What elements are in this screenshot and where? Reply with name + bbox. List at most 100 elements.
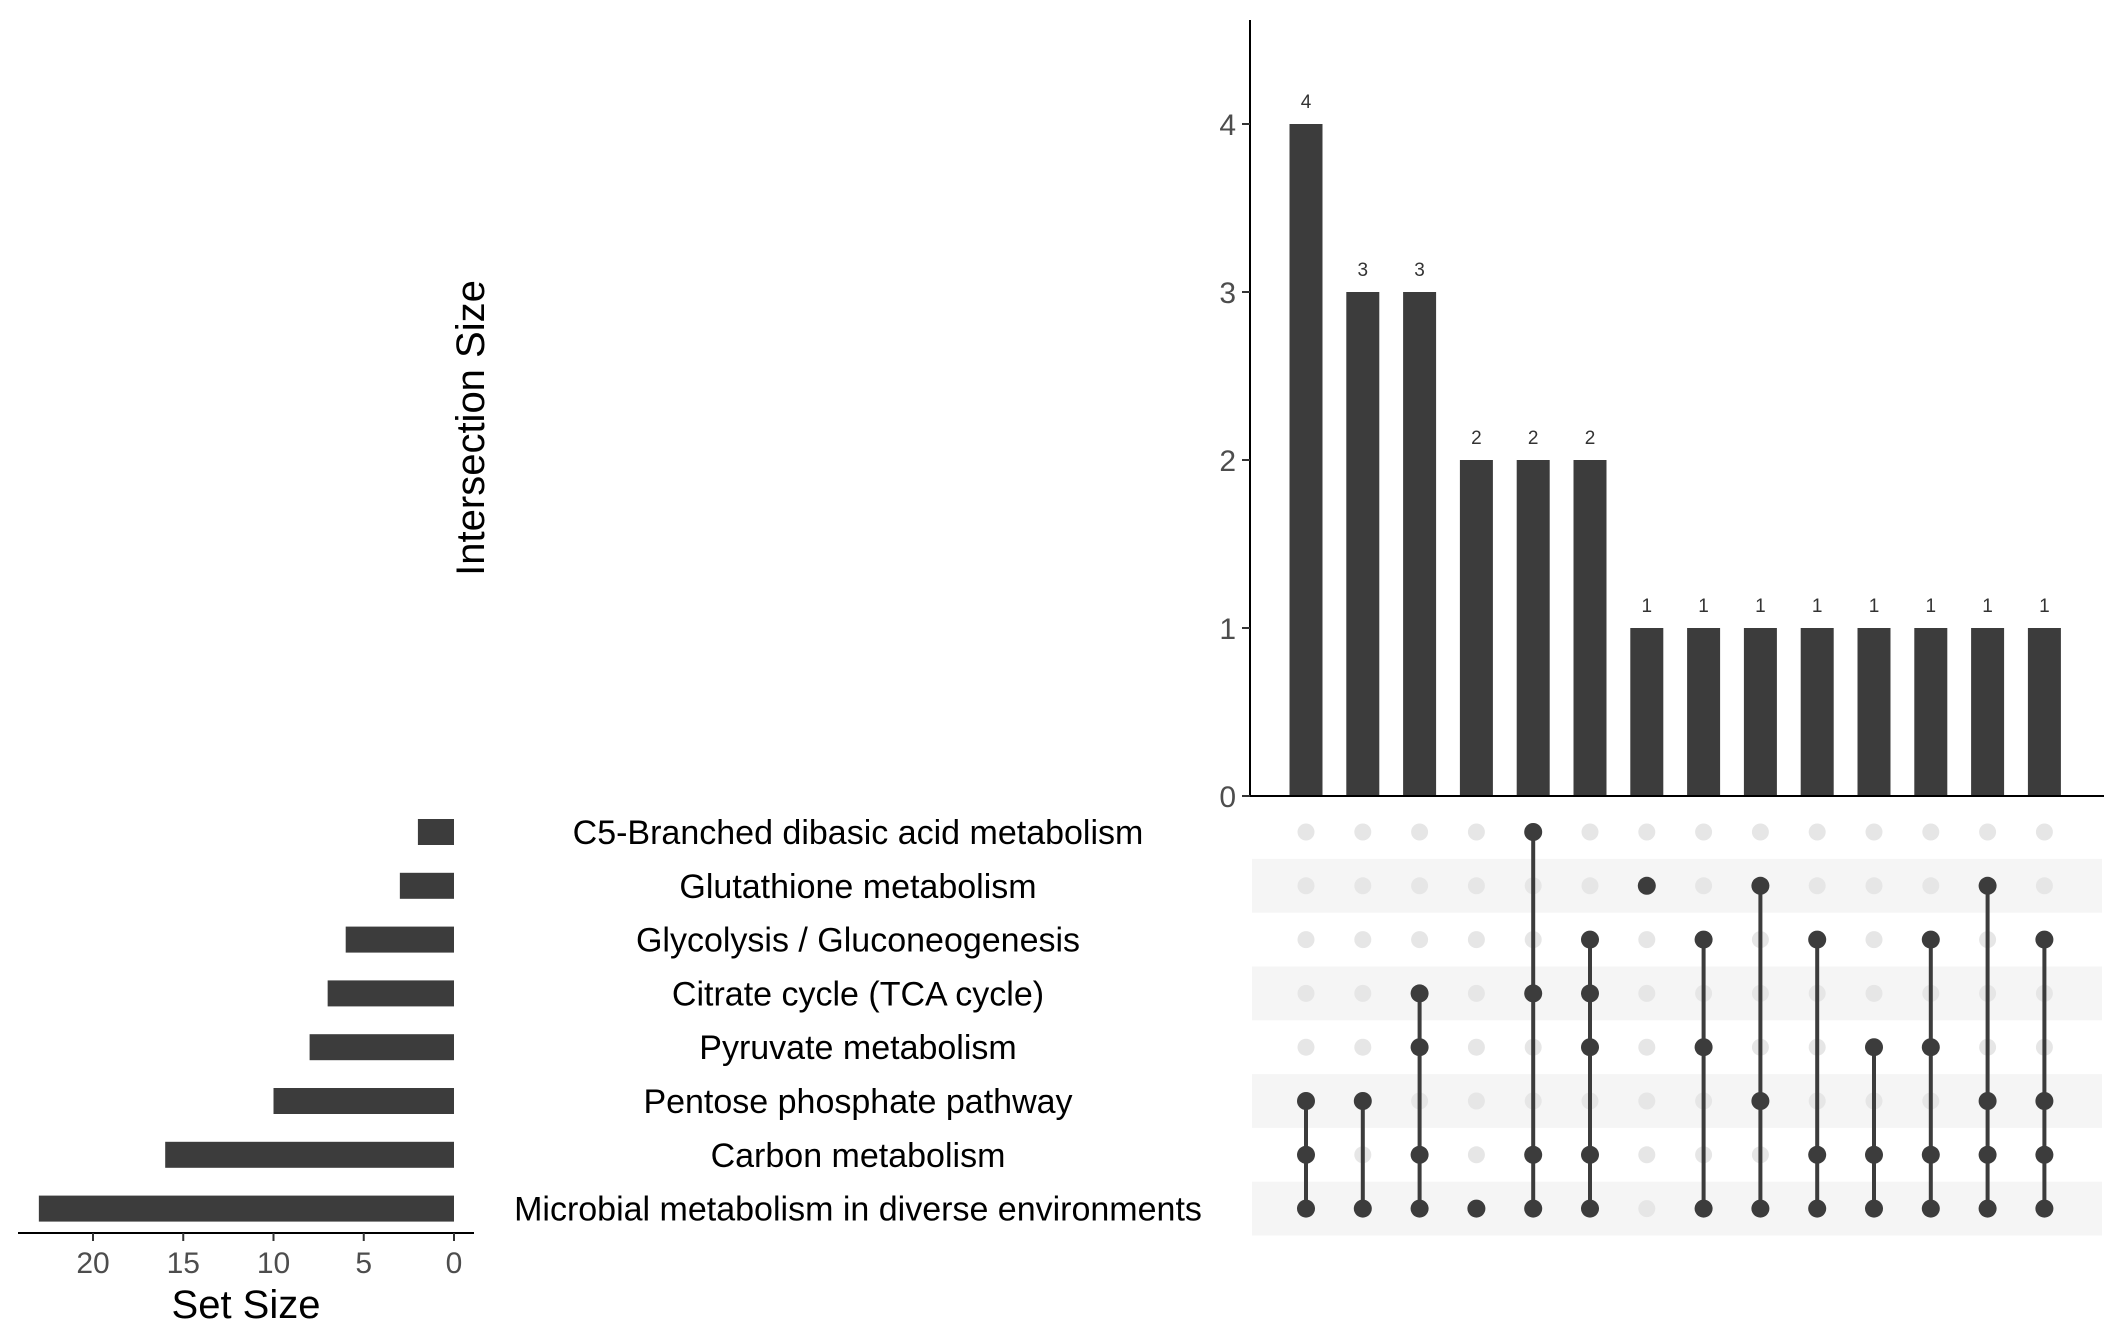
matrix-dot-active bbox=[1978, 1092, 1997, 1110]
intersection-bar-label: 3 bbox=[1358, 260, 1369, 281]
matrix-dot-inactive bbox=[1808, 823, 1826, 841]
matrix-dot-inactive bbox=[1865, 877, 1883, 895]
matrix-dot-active bbox=[2035, 1199, 2054, 1218]
matrix-dot-inactive bbox=[1638, 1200, 1656, 1218]
matrix-dot-active bbox=[1581, 984, 1599, 1003]
intersection-bar-label: 1 bbox=[1926, 596, 1937, 617]
matrix-dot-active bbox=[1297, 1092, 1315, 1110]
matrix-dot-inactive bbox=[1695, 823, 1713, 841]
set-size-tick-label: 20 bbox=[76, 1247, 109, 1280]
matrix-dot-active bbox=[1865, 1199, 1883, 1218]
set-name-label: Carbon metabolism bbox=[711, 1137, 1006, 1175]
intersection-bar bbox=[1459, 460, 1493, 796]
matrix-dot-inactive bbox=[1297, 823, 1315, 841]
intersection-bar bbox=[1800, 628, 1834, 796]
matrix-dot-inactive bbox=[1751, 823, 1769, 841]
matrix-dot-inactive bbox=[1638, 823, 1656, 841]
matrix-dot-active bbox=[1751, 1092, 1770, 1110]
matrix-dot-inactive bbox=[1354, 931, 1372, 949]
set-size-axis: 20 15 10 5 0 bbox=[18, 1232, 474, 1280]
matrix-dot-inactive bbox=[1467, 984, 1485, 1002]
matrix-dot-inactive bbox=[1411, 823, 1429, 841]
set-size-bar bbox=[345, 926, 454, 953]
matrix-dot-inactive bbox=[1638, 984, 1656, 1002]
intersection-size-axis: 0 1 2 3 4 bbox=[1219, 20, 2104, 814]
matrix-dot-inactive bbox=[1638, 931, 1656, 949]
matrix-dot-active bbox=[1353, 1199, 1372, 1218]
y-tick-label: 3 bbox=[1219, 277, 1236, 310]
intersection-bar bbox=[1573, 460, 1607, 796]
set-name-label: Glutathione metabolism bbox=[679, 868, 1036, 906]
matrix-dot-inactive bbox=[1467, 877, 1485, 895]
matrix-dot-active bbox=[1410, 984, 1429, 1003]
intersection-bar bbox=[1687, 628, 1721, 796]
intersection-bar bbox=[1914, 628, 1948, 796]
y-tick-label: 2 bbox=[1219, 445, 1236, 478]
y-tick-label: 1 bbox=[1219, 613, 1236, 646]
matrix-dot-inactive bbox=[1865, 984, 1883, 1002]
matrix-dot-inactive bbox=[1297, 877, 1315, 895]
set-name-label: Microbial metabolism in diverse environm… bbox=[514, 1191, 1202, 1229]
matrix-dot-inactive bbox=[1808, 877, 1826, 895]
matrix-dot-inactive bbox=[1297, 984, 1315, 1002]
intersection-bar bbox=[2027, 628, 2061, 796]
matrix-dot-active bbox=[1637, 876, 1656, 895]
intersection-bar bbox=[1743, 628, 1777, 796]
matrix-dot-active bbox=[1808, 1145, 1827, 1164]
matrix-dot-active bbox=[1978, 1199, 1997, 1218]
set-name-label: C5-Branched dibasic acid metabolism bbox=[573, 814, 1144, 852]
intersection-bar-label: 1 bbox=[1755, 596, 1766, 617]
matrix-dot-inactive bbox=[1581, 877, 1599, 895]
intersection-bar-label: 1 bbox=[1982, 596, 1993, 617]
intersection-size-bars: 4 3 3 2 2 2 1 1 1 1 1 1 1 1 bbox=[1289, 92, 2061, 796]
matrix-dot-inactive bbox=[1581, 823, 1599, 841]
matrix-dot-inactive bbox=[1297, 1038, 1315, 1056]
matrix-dot-active bbox=[1410, 1038, 1429, 1057]
intersection-bar-label: 2 bbox=[1471, 428, 1482, 449]
matrix-dot-inactive bbox=[1638, 1146, 1656, 1164]
matrix-dot-active bbox=[1808, 930, 1827, 949]
set-size-bar bbox=[273, 1088, 454, 1114]
set-size-bar bbox=[165, 1141, 454, 1168]
set-size-bar bbox=[417, 819, 454, 845]
intersection-bar bbox=[1289, 124, 1323, 796]
set-size-bar bbox=[38, 1195, 454, 1222]
matrix-dot-inactive bbox=[1865, 931, 1883, 949]
set-size-tick-label: 15 bbox=[167, 1247, 200, 1280]
matrix-dot-active bbox=[1751, 1199, 1770, 1218]
matrix-dot-inactive bbox=[1354, 877, 1372, 895]
intersection-size-axis-title: Intersection Size bbox=[449, 280, 493, 576]
matrix-dot-inactive bbox=[1467, 1092, 1485, 1110]
matrix-row-stripe bbox=[1252, 966, 2102, 1021]
y-tick-label: 4 bbox=[1219, 109, 1236, 142]
intersection-bar bbox=[1971, 628, 2005, 796]
set-size-tick-label: 0 bbox=[446, 1247, 463, 1280]
matrix-dot-active bbox=[1694, 1199, 1713, 1218]
matrix-dot-active bbox=[2035, 1145, 2054, 1164]
matrix-dot-inactive bbox=[1922, 877, 1940, 895]
set-size-tick-label: 10 bbox=[257, 1247, 290, 1280]
matrix-dot-inactive bbox=[1695, 877, 1713, 895]
matrix-dot-inactive bbox=[2035, 823, 2053, 841]
matrix-dot-active bbox=[1467, 1199, 1486, 1218]
intersection-bar bbox=[1630, 628, 1664, 796]
intersection-bar-label: 1 bbox=[1812, 596, 1823, 617]
matrix-dot-active bbox=[1581, 1038, 1599, 1057]
matrix-dot-inactive bbox=[2035, 877, 2053, 895]
set-name-label: Pentose phosphate pathway bbox=[643, 1083, 1072, 1121]
matrix-dot-active bbox=[1865, 1145, 1883, 1164]
matrix-row-stripes bbox=[1252, 858, 2102, 1236]
set-size-bar bbox=[327, 980, 454, 1007]
matrix-dot-active bbox=[1694, 1038, 1713, 1057]
matrix-row-stripe bbox=[1252, 1181, 2102, 1236]
matrix-dot-inactive bbox=[1467, 1146, 1485, 1164]
matrix-dot-active bbox=[1978, 876, 1997, 895]
matrix-dot-active bbox=[1581, 930, 1599, 949]
matrix-dot-active bbox=[1921, 930, 1940, 949]
intersection-bar bbox=[1403, 292, 1437, 796]
matrix-dot-active bbox=[1297, 1145, 1315, 1164]
set-name-label: Pyruvate metabolism bbox=[699, 1029, 1016, 1067]
matrix-dot-inactive bbox=[1411, 877, 1429, 895]
matrix-dot-active bbox=[2035, 930, 2054, 949]
matrix-dot-inactive bbox=[1638, 1038, 1656, 1056]
